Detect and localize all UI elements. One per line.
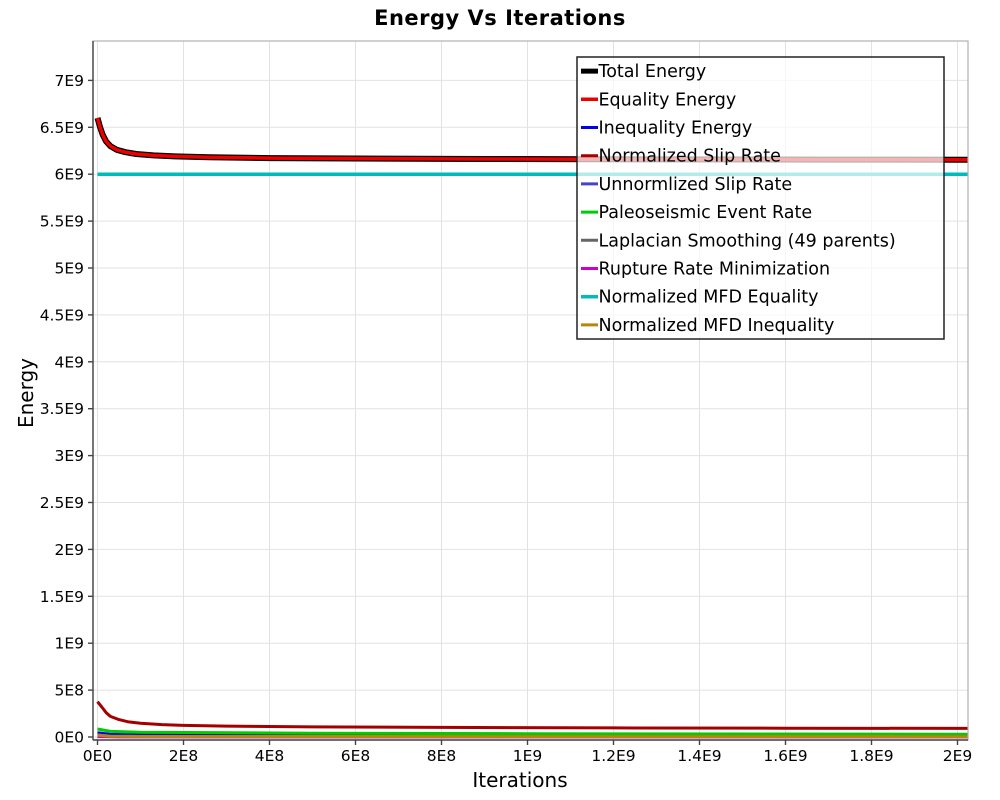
legend-label: Laplacian Smoothing (49 parents) xyxy=(599,231,896,251)
x-tick-label: 1.2E9 xyxy=(591,747,635,765)
x-tick-label: 1.8E9 xyxy=(849,747,893,765)
series-line-normalized-slip-rate xyxy=(96,700,968,730)
x-tick-label: 1.6E9 xyxy=(763,747,807,765)
y-tick-label: 4.5E9 xyxy=(40,306,84,324)
legend-row: Normalized MFD Equality xyxy=(581,288,818,308)
y-axis-title: Energy xyxy=(14,357,38,429)
legend-background xyxy=(576,56,945,340)
y-tick-label: 3E9 xyxy=(54,447,84,465)
y-tick-label: 0E0 xyxy=(54,729,84,747)
y-tick-label: 1.5E9 xyxy=(40,588,84,606)
y-tick-label: 3.5E9 xyxy=(40,400,84,418)
series-line-paleoseismic-event-rate xyxy=(97,727,968,736)
series-line-normalized-mfd-inequality xyxy=(97,733,968,739)
axes: 0E0 2E8 4E8 6E8 8E8 1E9 1.2E9 1.4E9 1.6E9 1.8E9 2E… xyxy=(40,40,973,765)
legend-label: Equality Energy xyxy=(599,90,737,110)
x-tick-label: 6E8 xyxy=(341,747,371,765)
legend-label: Unnormlized Slip Rate xyxy=(599,175,793,195)
series-line-equality-energy xyxy=(95,117,968,162)
legend-row: Total Energy xyxy=(581,62,706,82)
y-tick-label: 5E9 xyxy=(54,260,84,278)
legend-row: Equality Energy xyxy=(581,90,736,110)
legend-label: Rupture Rate Minimization xyxy=(599,260,831,280)
x-axis-title: Iterations xyxy=(472,768,568,792)
y-tick-label: 2.5E9 xyxy=(40,494,84,512)
chart-title: Energy Vs Iterations xyxy=(374,6,626,30)
legend-label: Total Energy xyxy=(598,62,707,82)
y-tick-label: 5.5E9 xyxy=(40,213,84,231)
legend-row: Normalized MFD Inequality xyxy=(581,316,834,336)
x-tick-label: 2E9 xyxy=(943,747,973,765)
legend-row: Unnormlized Slip Rate xyxy=(581,175,792,195)
legend-label: Paleoseismic Event Rate xyxy=(599,203,813,223)
legend-label: Normalized MFD Inequality xyxy=(599,316,835,336)
legend-label: Inequality Energy xyxy=(599,119,753,139)
legend-row: Laplacian Smoothing (49 parents) xyxy=(581,231,896,251)
y-tick-label: 7E9 xyxy=(54,72,84,90)
x-tick-label: 0E0 xyxy=(83,747,113,765)
legend-label: Normalized MFD Equality xyxy=(599,288,819,308)
legend-box: Total Energy Equality Energy Inequality En… xyxy=(576,56,945,340)
x-tick-label: 4E8 xyxy=(255,747,285,765)
x-tick-label: 8E8 xyxy=(427,747,457,765)
y-tick-label: 5E8 xyxy=(54,682,84,700)
y-tick-label: 4E9 xyxy=(54,353,84,371)
y-tick-label: 2E9 xyxy=(54,541,84,559)
legend-row: Inequality Energy xyxy=(581,119,752,139)
x-tick-label: 2E8 xyxy=(169,747,199,765)
y-tick-label: 6.5E9 xyxy=(40,119,84,137)
legend-row: Rupture Rate Minimization xyxy=(581,260,830,280)
y-tick-label: 1E9 xyxy=(54,635,84,653)
legend-row: Paleoseismic Event Rate xyxy=(581,203,812,223)
x-tick-label: 1E9 xyxy=(513,747,543,765)
y-tick-label: 6E9 xyxy=(54,166,84,184)
legend-row: Normalized Slip Rate xyxy=(581,147,781,167)
legend-label: Normalized Slip Rate xyxy=(599,147,781,167)
x-tick-label: 1.4E9 xyxy=(677,747,721,765)
